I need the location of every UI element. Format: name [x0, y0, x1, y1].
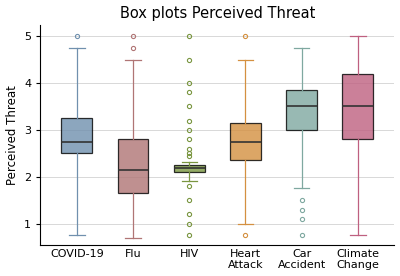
PathPatch shape [61, 118, 92, 153]
Y-axis label: Perceived Threat: Perceived Threat [6, 85, 18, 185]
PathPatch shape [230, 123, 261, 160]
PathPatch shape [174, 165, 205, 172]
PathPatch shape [286, 90, 317, 130]
PathPatch shape [118, 139, 148, 193]
Title: Box plots Perceived Threat: Box plots Perceived Threat [120, 6, 315, 20]
PathPatch shape [342, 74, 373, 139]
